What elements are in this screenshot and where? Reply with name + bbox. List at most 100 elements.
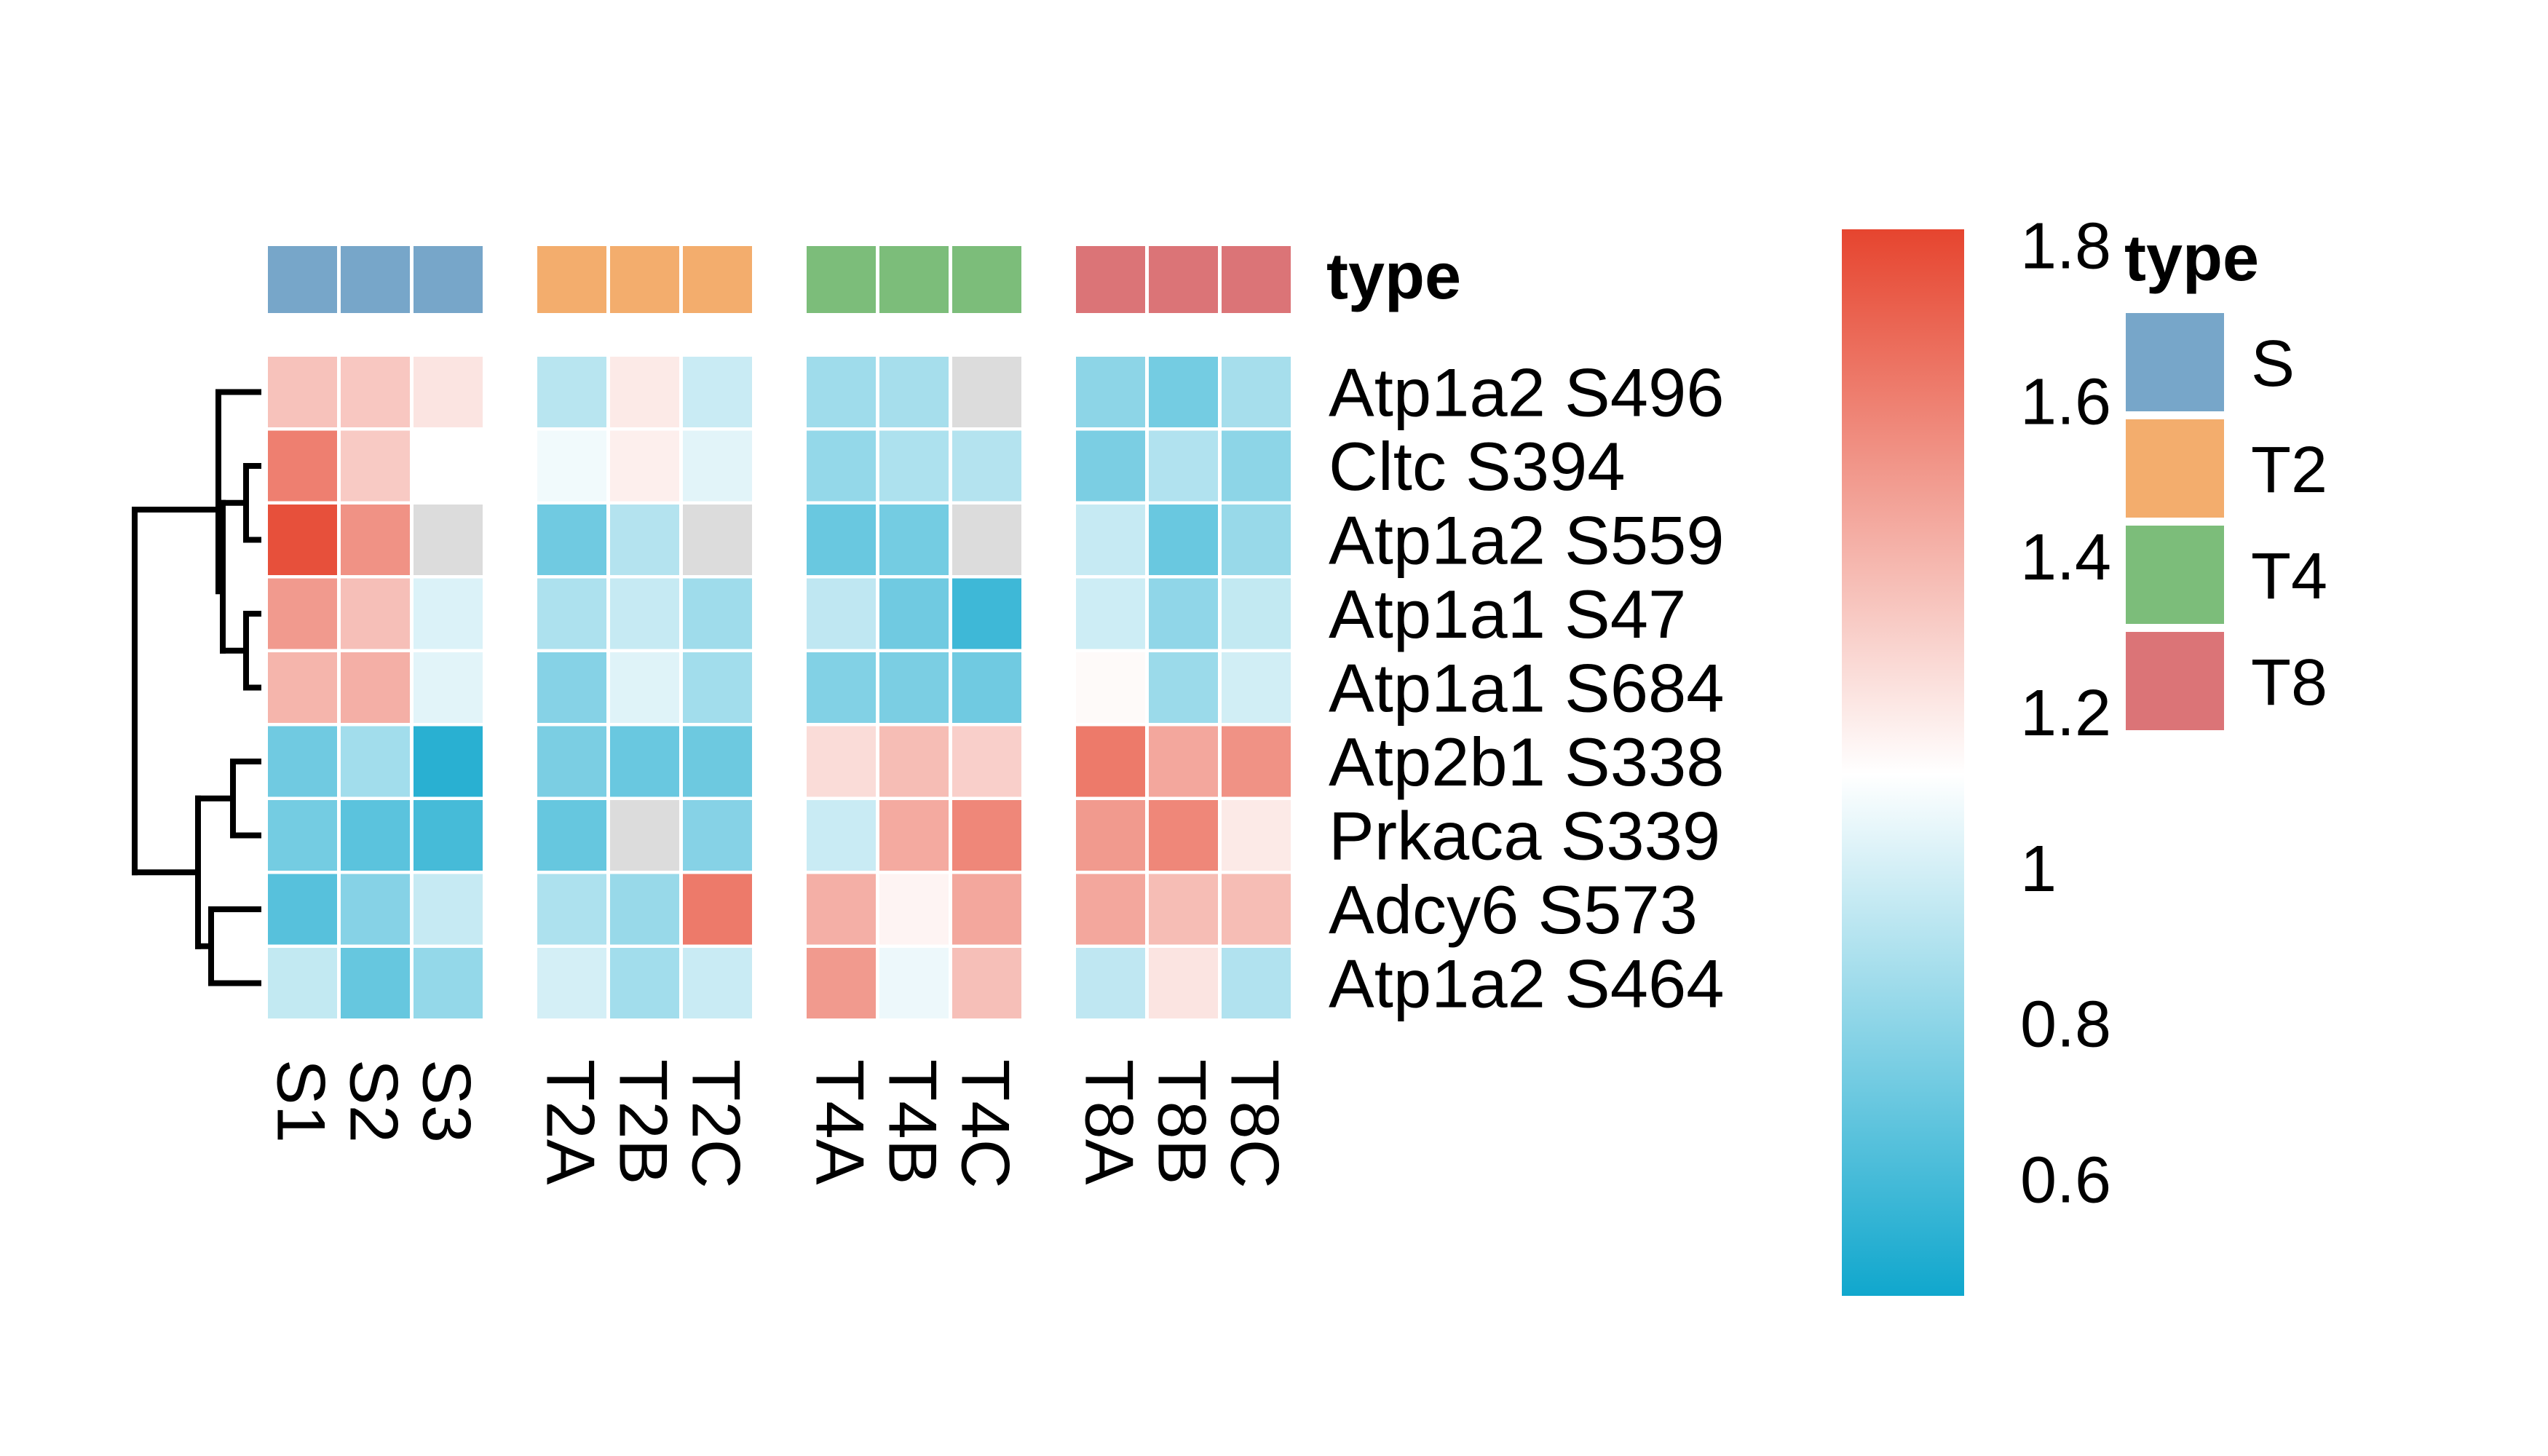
heatmap-cell: [1222, 652, 1291, 723]
heatmap-cell: [1076, 505, 1145, 575]
row-label: Atp1a2 S496: [1329, 355, 1725, 431]
row-dendrogram: [132, 389, 261, 986]
heatmap-cell: [1149, 652, 1218, 723]
heatmap-cell: [683, 726, 752, 797]
legend-swatch: [2126, 313, 2224, 411]
heatmap-cell: [537, 578, 606, 649]
annotation-cell-T2B: [610, 246, 679, 313]
row-label: Atp2b1 S338: [1329, 724, 1725, 800]
heatmap-cell: [1222, 430, 1291, 502]
heatmap-cell: [952, 578, 1021, 649]
annotation-cell-T2A: [537, 246, 606, 313]
heatmap-cell: [879, 357, 949, 427]
type-legend: type S T2 T4 T8: [2124, 222, 2327, 730]
heatmap-cell: [807, 505, 876, 575]
heatmap-cell: [341, 578, 410, 649]
color-scale-bar: [1842, 229, 1964, 1296]
legend-entry-label: T2: [2251, 434, 2327, 507]
color-scale-legend: 0.6 0.8 1 1.2 1.4 1.6 1.8: [1842, 210, 2111, 1296]
heatmap-cell: [414, 726, 483, 797]
heatmap-cell: [1222, 357, 1291, 427]
heatmap-cell: [683, 874, 752, 945]
heatmap-cell: [879, 430, 949, 502]
heatmap-cell: [952, 652, 1021, 723]
heatmap-cell: [1222, 505, 1291, 575]
heatmap-cell: [879, 874, 949, 945]
heatmap-cell: [268, 948, 337, 1018]
annotation-cell-S1: [268, 246, 337, 313]
heatmap-cell: [610, 948, 679, 1018]
heatmap-cell: [952, 948, 1021, 1018]
heatmap-cell: [610, 578, 679, 649]
legend-swatch: [2126, 632, 2224, 730]
color-scale-tick: 0.8: [2020, 989, 2111, 1061]
heatmap-cell: [268, 800, 337, 871]
heatmap-cell: [1076, 430, 1145, 502]
heatmap-cell: [683, 505, 752, 575]
heatmap-cell: [414, 874, 483, 945]
heatmap-cell: [268, 357, 337, 427]
heatmap-cell: [879, 505, 949, 575]
heatmap-cell: [1076, 578, 1145, 649]
annotation-cell-T4A: [807, 246, 876, 313]
heatmap-cell: [807, 578, 876, 649]
row-label: Cltc S394: [1329, 428, 1626, 505]
type-annotation-bar: [268, 246, 1291, 313]
heatmap-cell: [807, 430, 876, 502]
heatmap-cell: [341, 874, 410, 945]
row-label: Atp1a2 S464: [1329, 946, 1725, 1022]
heatmap-cell: [807, 652, 876, 723]
heatmap-cell: [537, 430, 606, 502]
heatmap-cells: [268, 357, 1291, 1018]
heatmap-cell: [341, 800, 410, 871]
column-label: T4A: [802, 1059, 879, 1185]
heatmap-cell: [610, 652, 679, 723]
legend-entry-label: S: [2251, 328, 2295, 400]
color-scale-tick: 1.6: [2020, 365, 2111, 438]
legend-swatch: [2126, 526, 2224, 624]
annotation-cell-S2: [341, 246, 410, 313]
heatmap-cell: [807, 800, 876, 871]
heatmap-cell: [1149, 505, 1218, 575]
column-label: T8A: [1072, 1059, 1148, 1185]
heatmap-cell: [807, 874, 876, 945]
column-label: S1: [264, 1059, 340, 1143]
heatmap-cell: [1149, 357, 1218, 427]
column-label: T2C: [678, 1059, 755, 1189]
heatmap-cell: [1222, 874, 1291, 945]
column-label: S3: [409, 1059, 486, 1143]
heatmap-cell: [537, 357, 606, 427]
heatmap-cell: [952, 430, 1021, 502]
heatmap-cell: [683, 430, 752, 502]
color-scale-tick: 1.4: [2020, 521, 2111, 594]
heatmap-cell: [683, 357, 752, 427]
heatmap-cell: [952, 726, 1021, 797]
column-label: T4C: [948, 1059, 1024, 1189]
color-scale-tick: 1.8: [2020, 210, 2111, 282]
heatmap-cell: [1149, 874, 1218, 945]
heatmap-cell: [610, 726, 679, 797]
heatmap-cell: [1076, 726, 1145, 797]
row-label: Adcy6 S573: [1329, 871, 1698, 948]
heatmap-cell: [879, 800, 949, 871]
heatmap-cell: [414, 652, 483, 723]
heatmap-cell: [879, 652, 949, 723]
row-label: Prkaca S339: [1329, 798, 1720, 874]
heatmap-cell: [610, 800, 679, 871]
annotation-cell-T8C: [1222, 246, 1291, 313]
column-label: T8C: [1217, 1059, 1294, 1189]
heatmap-cell: [610, 874, 679, 945]
heatmap-cell: [610, 357, 679, 427]
heatmap-cell: [268, 505, 337, 575]
annotation-cell-T4C: [952, 246, 1021, 313]
row-label: Atp1a1 S47: [1329, 576, 1686, 652]
heatmap-cell: [610, 430, 679, 502]
heatmap-cell: [414, 800, 483, 871]
column-label: T8B: [1144, 1059, 1221, 1184]
heatmap-cell: [952, 357, 1021, 427]
heatmap-cell: [1222, 948, 1291, 1018]
heatmap-cell: [268, 652, 337, 723]
heatmap-cell: [414, 578, 483, 649]
heatmap-cell: [537, 874, 606, 945]
